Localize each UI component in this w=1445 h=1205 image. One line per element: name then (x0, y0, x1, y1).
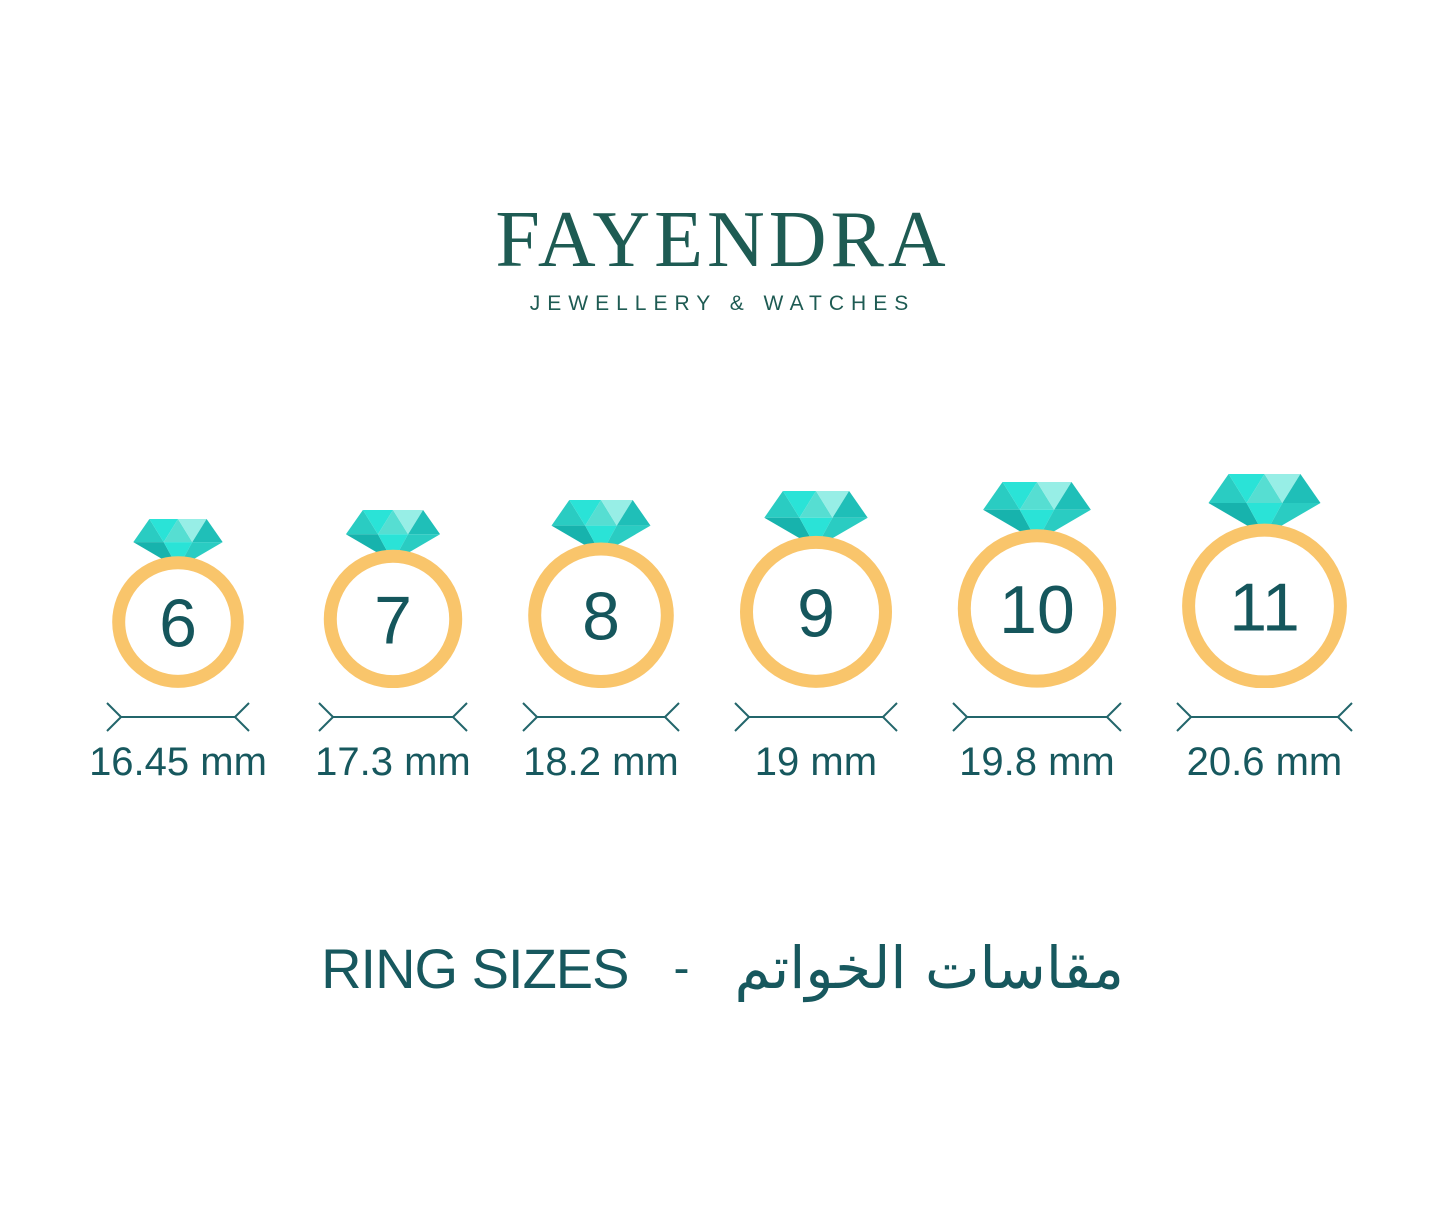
ring-size-item: 7 17.3 mm (315, 510, 471, 784)
brand-name: FAYENDRA (495, 196, 950, 284)
ring-icon: 6 (112, 519, 244, 688)
footer-title: RING SIZES - مقاسات الخواتم (0, 934, 1445, 1002)
ring-band (323, 549, 463, 688)
ring-icon: 7 (323, 510, 463, 688)
diamond-facet (1036, 482, 1072, 510)
diameter-arrow (318, 702, 468, 732)
diameter-arrow (106, 702, 250, 732)
rings-row: 6 16.45 mm 7 17.3 mm 8 18.2 mm 9 19 mm 1… (0, 474, 1445, 784)
ring-diameter-label: 18.2 mm (523, 740, 679, 784)
ring-size-item: 9 19 mm (731, 491, 901, 784)
diamond-facet (1208, 474, 1247, 503)
diamond-facet (983, 482, 1020, 510)
diamond-facet (569, 500, 601, 526)
ring-size-number: 8 (582, 579, 620, 655)
diamond-facet (983, 509, 1037, 542)
diamond-facet (782, 491, 816, 518)
ring-size-item: 10 19.8 mm (949, 482, 1125, 784)
ring-diameter-label: 16.45 mm (89, 740, 267, 784)
diamond-facet (377, 510, 409, 535)
brand-subtitle: JEWELLERY & WATCHES (529, 292, 916, 315)
footer-title-ar: مقاسات الخواتم (734, 934, 1124, 1002)
diamond-facet (832, 491, 868, 518)
diamond-icon (551, 500, 651, 555)
diamond-facet (149, 519, 178, 543)
diamond-facet (345, 510, 378, 535)
diameter-arrow (1176, 702, 1353, 732)
diamond-facet (362, 510, 393, 535)
ring-size-number: 9 (797, 575, 835, 651)
diamond-facet (133, 519, 164, 543)
diameter-arrow-icon (952, 702, 1122, 732)
diamond-facet (1036, 509, 1091, 542)
ring-size-item: 6 16.45 mm (89, 519, 267, 784)
diamond-facet (585, 525, 617, 555)
diamond-facet (1228, 474, 1265, 503)
footer-title-en: RING SIZES (321, 936, 629, 1000)
diameter-arrow-icon (1176, 702, 1353, 732)
footer-title-separator: - (673, 941, 690, 995)
diamond-facet (1282, 474, 1321, 503)
ring-size-number: 11 (1229, 570, 1300, 646)
diamond-facet (799, 491, 833, 518)
diamond-facet (551, 500, 586, 526)
ring-band (1182, 523, 1347, 688)
ring-icon: 10 (957, 482, 1117, 688)
diameter-arrow-icon (522, 702, 680, 732)
ring-diameter-label: 20.6 mm (1186, 740, 1343, 784)
diameter-arrow (734, 702, 898, 732)
diamond-facet (408, 510, 441, 535)
diameter-arrow (952, 702, 1122, 732)
ring-size-item: 11 20.6 mm (1173, 474, 1356, 784)
ring-diameter-label: 19.8 mm (959, 740, 1115, 784)
ring-band (528, 542, 674, 688)
ring-icon: 8 (528, 500, 674, 688)
ring-band (957, 529, 1117, 688)
diamond-facet (392, 510, 424, 535)
diamond-facet (799, 517, 833, 548)
diamond-facet (1002, 482, 1037, 510)
ring-size-item: 8 18.2 mm (519, 500, 683, 784)
ring-icon: 11 (1182, 474, 1347, 688)
diamond-facet (177, 519, 207, 543)
brand-logo: FAYENDRA JEWELLERY & WATCHES (0, 0, 1445, 316)
ring-size-number: 10 (999, 572, 1075, 648)
diamond-facet (585, 500, 617, 526)
diamond-facet (815, 491, 850, 518)
diamond-facet (1054, 482, 1091, 510)
ring-band (112, 556, 244, 688)
diamond-facet (1019, 482, 1055, 510)
ring-band (739, 535, 892, 688)
diamond-facet (600, 500, 633, 526)
diameter-arrow (522, 702, 680, 732)
diamond-facet (1246, 474, 1283, 503)
diamond-facet (1264, 474, 1301, 503)
ring-size-number: 6 (159, 585, 197, 661)
diamond-facet (1019, 509, 1055, 542)
diameter-arrow-icon (318, 702, 468, 732)
diamond-facet (163, 519, 193, 543)
ring-icon: 9 (739, 491, 892, 688)
diamond-facet (764, 491, 800, 518)
diamond-facet (616, 500, 651, 526)
diamond-facet (1246, 503, 1283, 536)
diameter-arrow-icon (106, 702, 250, 732)
diamond-icon (983, 482, 1091, 542)
diameter-arrow-icon (734, 702, 898, 732)
diamond-facet (163, 542, 193, 569)
diamond-facet (377, 534, 409, 562)
ring-diameter-label: 17.3 mm (315, 740, 471, 784)
diamond-facet (192, 519, 223, 543)
ring-size-number: 7 (374, 582, 412, 658)
ring-diameter-label: 19 mm (754, 740, 878, 784)
